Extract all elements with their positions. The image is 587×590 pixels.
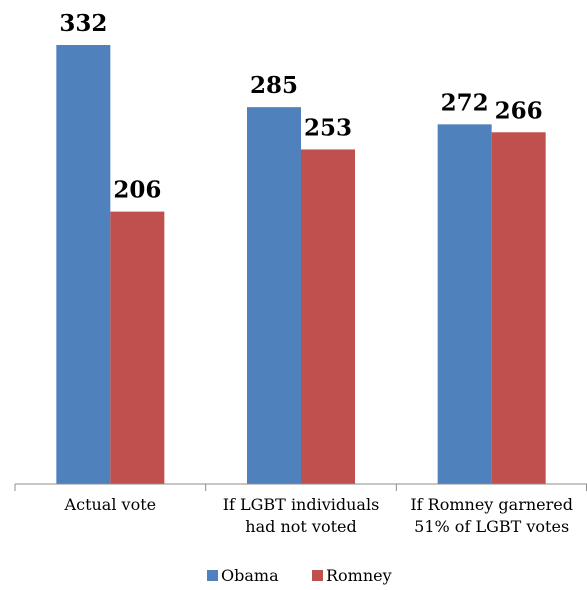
bar-romney-1 [301,149,355,484]
legend-item-obama: Obama [207,566,279,585]
legend-item-romney: Romney [312,566,392,585]
category-labels-group: Actual vote If LGBT individuals had not vo… [64,495,573,536]
x-axis-ticks [14,484,587,491]
data-label-romney-2: 266 [495,97,543,124]
legend-label-obama: Obama [221,566,279,585]
category-label-2: If Romney garnered 51% of LGBT votes [410,495,573,536]
bar-obama-2 [437,124,492,485]
bar-obama-0 [56,45,111,484]
bar-romney-2 [491,132,546,484]
legend-label-romney: Romney [326,566,392,585]
data-label-romney-0: 206 [113,177,161,204]
data-label-obama-1: 285 [250,72,298,99]
bar-romney-0 [110,211,165,484]
bar-obama-1 [247,107,301,485]
legend-swatch-romney [312,570,323,581]
data-label-obama-2: 272 [441,89,489,116]
legend-swatch-obama [207,570,218,581]
data-label-obama-0: 332 [59,10,107,37]
legend: Obama Romney [207,566,392,585]
category-label-1: If LGBT individuals had not voted [223,495,380,536]
data-label-romney-1: 253 [304,114,352,141]
category-label-0: Actual vote [64,495,157,514]
bars-group [56,45,546,485]
